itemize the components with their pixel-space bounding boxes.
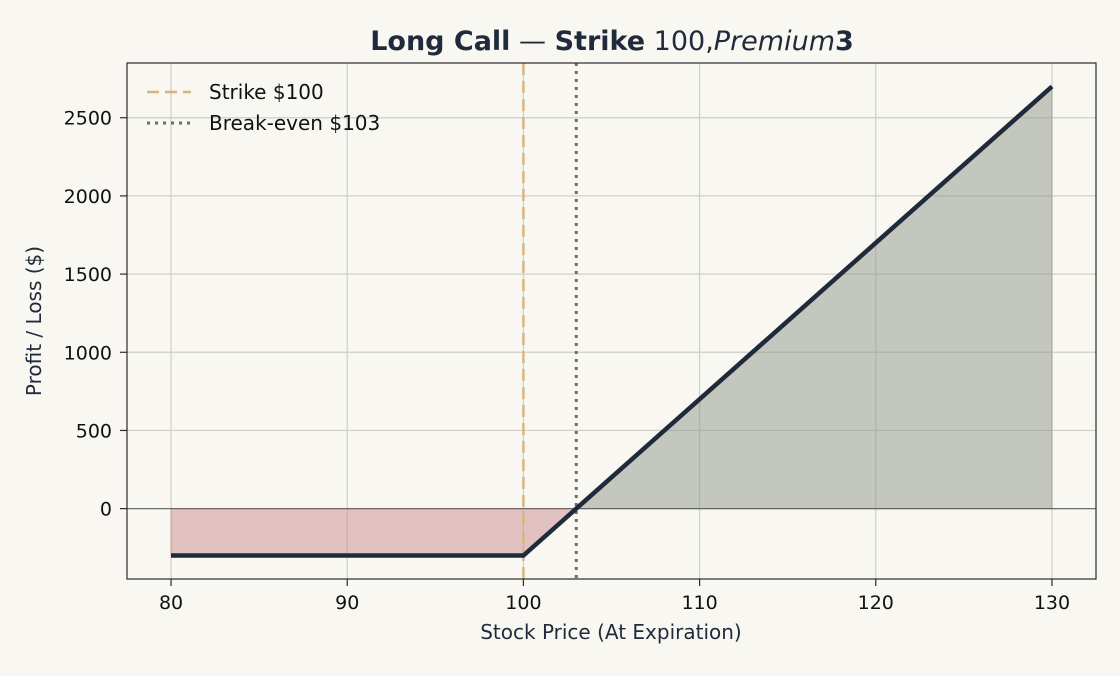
y-axis-ticks: 0 500 1000 1500 2000 2500 <box>64 108 127 521</box>
x-tick-label-5: 130 <box>1034 592 1070 614</box>
x-tick-label-4: 120 <box>858 592 894 614</box>
y-tick-label-4: 2000 <box>64 186 112 208</box>
chart-title-strike: Strike <box>555 26 645 57</box>
y-tick-label-3: 1500 <box>64 264 112 286</box>
x-tick-label-3: 110 <box>681 592 717 614</box>
loss-area <box>170 508 578 556</box>
reference-lines <box>522 63 578 579</box>
series-lines <box>171 84 1054 558</box>
legend-strike-label: Strike $100 <box>209 80 324 104</box>
y-tick-label-2: 1000 <box>64 342 112 364</box>
x-tick-label-1: 90 <box>335 592 359 614</box>
y-tick-label-0: 0 <box>100 499 112 521</box>
chart-title: Long Call — Strike 100,Premium3 <box>370 26 854 57</box>
x-axis-ticks: 80 90 100 110 120 130 <box>159 579 1070 614</box>
x-tick-label-2: 100 <box>505 592 541 614</box>
payoff-line <box>171 84 1054 558</box>
plot-frame <box>126 62 1097 580</box>
chart-title-dash: — <box>510 26 554 57</box>
profit-loss-fills <box>170 85 1053 556</box>
y-tick-label-5: 2500 <box>64 108 112 130</box>
x-tick-label-0: 80 <box>159 592 183 614</box>
x-axis-label: Stock Price (At Expiration) <box>480 620 742 644</box>
chart-title-premium-value: 3 <box>835 26 854 57</box>
y-axis-label: Profit / Loss ($) <box>22 246 46 396</box>
legend: Strike $100 Break-even $103 <box>147 80 380 135</box>
chart-title-strike-value: 100, <box>645 26 714 57</box>
chart-title-premium: Premium <box>714 26 835 57</box>
chart-title-main: Long Call <box>370 26 510 57</box>
y-tick-label-1: 500 <box>76 420 112 442</box>
legend-breakeven-label: Break-even $103 <box>209 111 380 135</box>
